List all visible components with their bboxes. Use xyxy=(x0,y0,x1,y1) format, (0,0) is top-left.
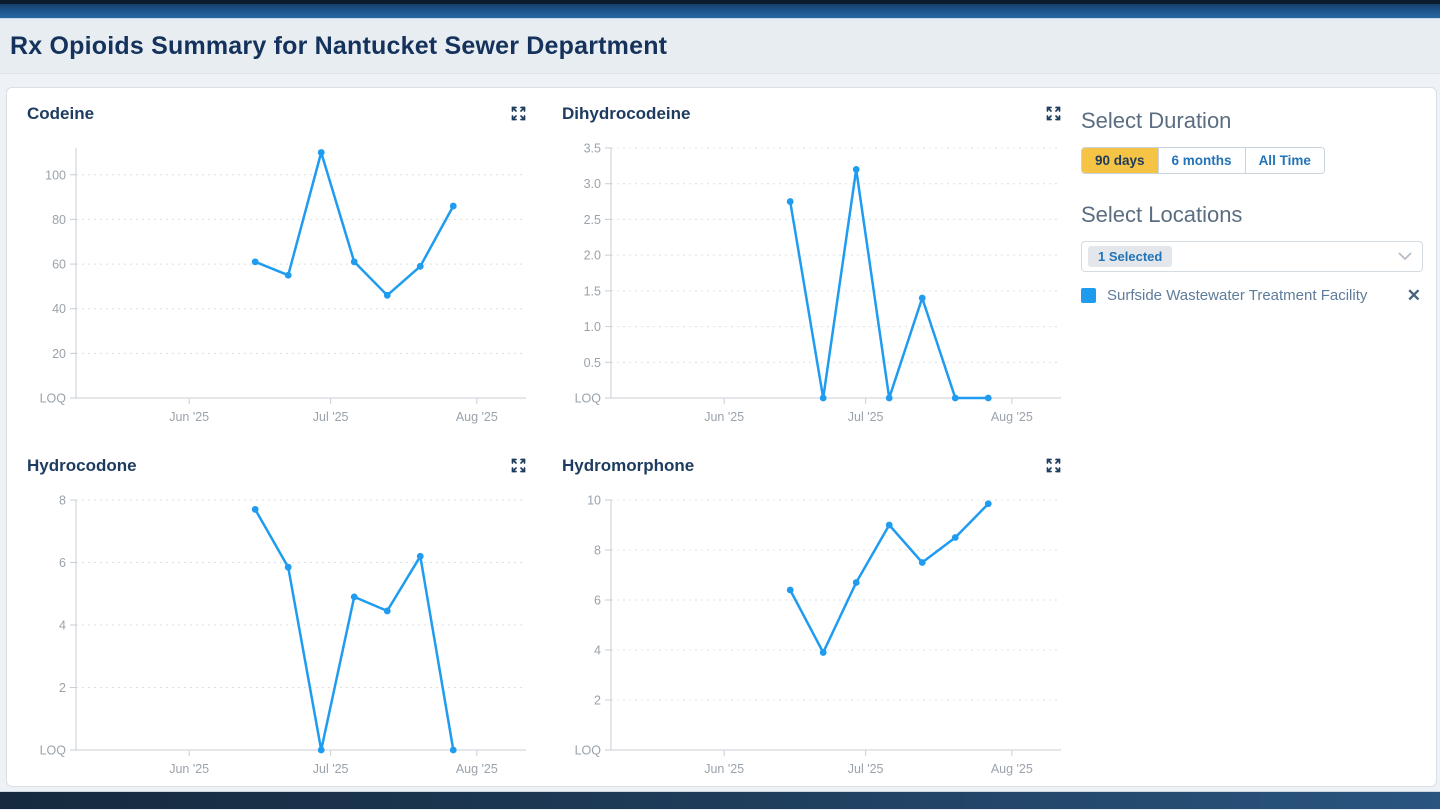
chart-plot[interactable]: LOQ 2 4 6 8 Jun '25 Jul '25 Aug '25 xyxy=(19,490,534,792)
chart-title: Hydrocodone xyxy=(27,456,137,475)
main-content: Codeine LOQ 20 40 60 80 100 Jun '25 Jul '25 Aug … xyxy=(0,74,1440,791)
chart-plot[interactable]: LOQ 0.5 1.0 1.5 2.0 2.5 3.0 3.5 Jun '25 Jul '25 Au… xyxy=(554,138,1069,440)
chart-panel-dihydrocodeine: Dihydrocodeine LOQ 0.5 1.0 1.5 2.0 2.5 3.0 3.5 J… xyxy=(542,88,1077,440)
svg-text:40: 40 xyxy=(52,302,66,316)
chart-title: Codeine xyxy=(27,104,95,123)
controls-sidebar: Select Duration 90 days 6 months All Tim… xyxy=(1077,88,1439,786)
svg-text:10: 10 xyxy=(587,494,601,508)
bottom-status-bar xyxy=(0,791,1440,809)
expand-icon[interactable] xyxy=(510,104,528,122)
location-label: Surfside Wastewater Treatment Facility xyxy=(1107,287,1368,304)
svg-text:8: 8 xyxy=(594,544,601,558)
svg-text:4: 4 xyxy=(594,644,601,658)
svg-text:Jun '25: Jun '25 xyxy=(169,410,209,424)
select-locations-heading: Select Locations xyxy=(1081,202,1243,227)
charts-grid: Codeine LOQ 20 40 60 80 100 Jun '25 Jul '25 Aug … xyxy=(7,88,1077,786)
svg-text:60: 60 xyxy=(52,258,66,272)
svg-text:1.5: 1.5 xyxy=(584,284,601,298)
svg-text:20: 20 xyxy=(52,347,66,361)
dashboard-card: Codeine LOQ 20 40 60 80 100 Jun '25 Jul '25 Aug … xyxy=(6,87,1437,787)
page-title: Rx Opioids Summary for Nantucket Sewer D… xyxy=(10,31,668,60)
svg-text:LOQ: LOQ xyxy=(575,744,602,758)
svg-text:LOQ: LOQ xyxy=(575,392,602,406)
chart-title: Hydromorphone xyxy=(562,456,695,475)
svg-text:100: 100 xyxy=(45,168,66,182)
svg-text:Jul '25: Jul '25 xyxy=(848,762,884,776)
svg-text:Jun '25: Jun '25 xyxy=(704,762,744,776)
chart-panel-hydromorphone: Hydromorphone LOQ 2 4 6 8 10 Jun '25 Jul '25 Aug… xyxy=(542,440,1077,782)
page-header: Rx Opioids Summary for Nantucket Sewer D… xyxy=(0,19,1440,74)
duration-6-months-button[interactable]: 6 months xyxy=(1157,148,1245,173)
svg-text:Jun '25: Jun '25 xyxy=(704,410,744,424)
svg-text:0.5: 0.5 xyxy=(584,356,601,370)
svg-text:Aug '25: Aug '25 xyxy=(456,410,498,424)
svg-text:2: 2 xyxy=(59,681,66,695)
chart-panel-codeine: Codeine LOQ 20 40 60 80 100 Jun '25 Jul '25 Aug … xyxy=(7,88,542,440)
selected-location-row: Surfside Wastewater Treatment Facility ✕ xyxy=(1081,287,1423,304)
svg-text:Aug '25: Aug '25 xyxy=(456,762,498,776)
expand-icon[interactable] xyxy=(510,456,528,474)
locations-dropdown[interactable]: 1 Selected xyxy=(1081,241,1423,272)
svg-text:Jul '25: Jul '25 xyxy=(313,762,349,776)
svg-text:8: 8 xyxy=(59,494,66,508)
expand-icon[interactable] xyxy=(1045,104,1063,122)
duration-all-time-button[interactable]: All Time xyxy=(1244,148,1324,173)
svg-text:2: 2 xyxy=(594,694,601,708)
svg-text:Jul '25: Jul '25 xyxy=(313,410,349,424)
remove-location-icon[interactable]: ✕ xyxy=(1406,286,1421,305)
duration-90-days-button[interactable]: 90 days xyxy=(1082,148,1158,173)
svg-text:3.0: 3.0 xyxy=(584,177,601,191)
svg-text:Jun '25: Jun '25 xyxy=(169,762,209,776)
svg-text:LOQ: LOQ xyxy=(40,392,67,406)
svg-text:Aug '25: Aug '25 xyxy=(991,762,1033,776)
window-top-strip xyxy=(0,0,1440,4)
selected-count-badge: 1 Selected xyxy=(1088,246,1173,267)
svg-text:4: 4 xyxy=(59,619,66,633)
svg-text:LOQ: LOQ xyxy=(40,744,67,758)
chart-title: Dihydrocodeine xyxy=(562,104,691,123)
svg-text:80: 80 xyxy=(52,213,66,227)
window-title-bar xyxy=(0,4,1440,19)
svg-text:3.5: 3.5 xyxy=(584,142,601,156)
svg-text:6: 6 xyxy=(59,556,66,570)
duration-button-group: 90 days 6 months All Time xyxy=(1081,147,1325,174)
select-duration-heading: Select Duration xyxy=(1081,108,1232,133)
svg-text:Aug '25: Aug '25 xyxy=(991,410,1033,424)
chart-plot[interactable]: LOQ 2 4 6 8 10 Jun '25 Jul '25 Aug '25 xyxy=(554,490,1069,792)
svg-text:Jul '25: Jul '25 xyxy=(848,410,884,424)
expand-icon[interactable] xyxy=(1045,456,1063,474)
svg-text:2.5: 2.5 xyxy=(584,213,601,227)
chevron-down-icon xyxy=(1398,252,1412,261)
svg-text:1.0: 1.0 xyxy=(584,320,601,334)
svg-text:6: 6 xyxy=(594,594,601,608)
chart-plot[interactable]: LOQ 20 40 60 80 100 Jun '25 Jul '25 Aug '25 xyxy=(19,138,534,440)
svg-text:2.0: 2.0 xyxy=(584,249,601,263)
chart-panel-hydrocodone: Hydrocodone LOQ 2 4 6 8 Jun '25 Jul '25 Aug '25 xyxy=(7,440,542,782)
location-color-swatch xyxy=(1081,288,1096,303)
